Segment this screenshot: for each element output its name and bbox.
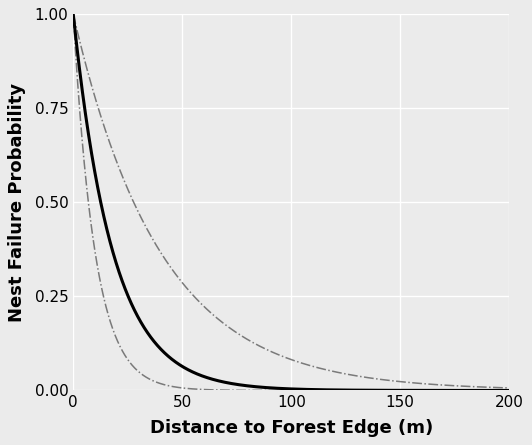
X-axis label: Distance to Forest Edge (m): Distance to Forest Edge (m) xyxy=(149,419,433,437)
Y-axis label: Nest Failure Probability: Nest Failure Probability xyxy=(9,83,26,322)
